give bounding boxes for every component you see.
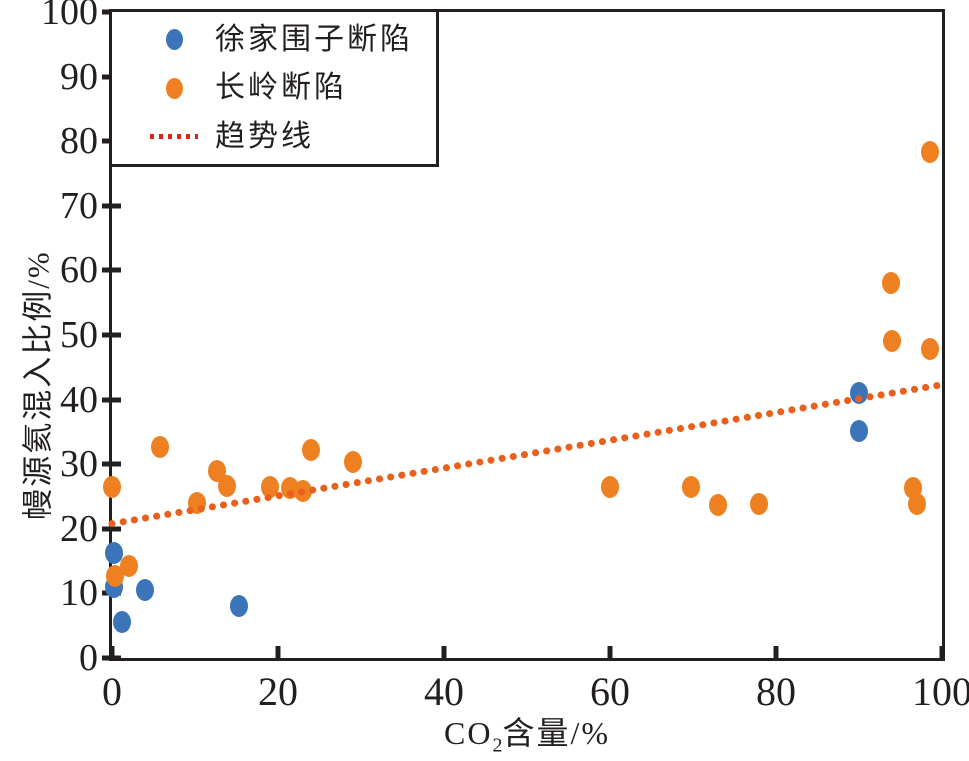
data-point: [883, 330, 902, 353]
y-tick-label: 100: [41, 0, 98, 33]
data-point: [601, 476, 619, 499]
y-axis-tick: [102, 332, 121, 338]
data-point: [920, 141, 939, 164]
data-point: [908, 493, 927, 516]
legend-swatch: [150, 134, 198, 139]
orange-dot-icon: [165, 77, 183, 99]
data-point: [343, 450, 362, 473]
legend-item-label: 徐家围子断陷: [215, 22, 413, 56]
y-tick-label: 80: [60, 120, 98, 163]
legend-item-changling: 长岭断陷: [150, 67, 436, 109]
data-point: [217, 475, 236, 498]
x-tick-label: 0: [102, 669, 122, 714]
legend-item-label: 长岭断陷: [215, 71, 347, 104]
y-tick-label: 0: [79, 637, 98, 679]
data-point: [750, 492, 769, 515]
y-tick-label: 20: [60, 507, 98, 550]
legend: 徐家围子断陷 长岭断陷 趋势线: [109, 9, 439, 167]
y-tick-label: 90: [60, 55, 98, 98]
y-tick-label: 10: [60, 572, 98, 615]
x-axis-tick: [939, 646, 945, 658]
x-axis-tick: [275, 646, 281, 658]
y-axis-tick: [102, 397, 121, 403]
x-axis-title-subscript: 2: [492, 734, 503, 757]
x-axis-title-rest: 含量/%: [502, 715, 611, 751]
y-axis-tick: [102, 655, 121, 661]
data-point: [920, 337, 939, 360]
y-axis-tick: [102, 203, 121, 209]
x-tick-label: 60: [590, 669, 630, 714]
x-axis-title: CO2含量/%: [444, 714, 610, 757]
data-point: [302, 438, 321, 461]
data-point: [850, 382, 868, 405]
x-axis-tick: [607, 646, 613, 658]
y-tick-label: 70: [60, 184, 98, 227]
trend-line: [108, 381, 946, 528]
x-tick-label: 80: [756, 669, 796, 714]
data-point: [881, 272, 900, 295]
y-axis-tick: [102, 267, 121, 273]
y-axis-tick: [102, 526, 121, 532]
y-tick-label: 40: [60, 378, 98, 421]
data-point: [850, 419, 868, 442]
data-point: [682, 476, 701, 499]
x-tick-label: 20: [258, 669, 298, 714]
data-point: [229, 595, 248, 618]
data-point: [260, 476, 279, 499]
data-point: [151, 436, 170, 459]
data-point: [119, 554, 138, 577]
data-point: [136, 579, 155, 602]
x-axis-title-main: CO: [443, 715, 493, 751]
data-point: [104, 541, 123, 564]
x-axis-tick: [773, 646, 779, 658]
x-tick-label: 40: [424, 669, 464, 714]
y-tick-label: 50: [60, 314, 98, 356]
x-axis-tick: [441, 646, 447, 658]
x-tick-label: 100: [912, 669, 969, 714]
data-point: [103, 475, 121, 498]
dotted-line-icon: [150, 134, 198, 139]
x-axis-tick: [109, 646, 115, 658]
legend-item-label: 趋势线: [215, 119, 314, 153]
legend-swatch: [150, 77, 198, 99]
data-point: [708, 493, 727, 516]
y-axis-tick: [102, 461, 121, 467]
legend-item-trendline: 趋势线: [150, 116, 436, 158]
legend-item-xujiaweizi: 徐家围子断陷: [150, 19, 436, 61]
legend-swatch: [150, 29, 198, 50]
y-tick-label: 30: [60, 443, 98, 486]
data-point: [112, 611, 131, 634]
blue-dot-icon: [165, 29, 183, 50]
y-tick-label: 60: [60, 249, 98, 292]
